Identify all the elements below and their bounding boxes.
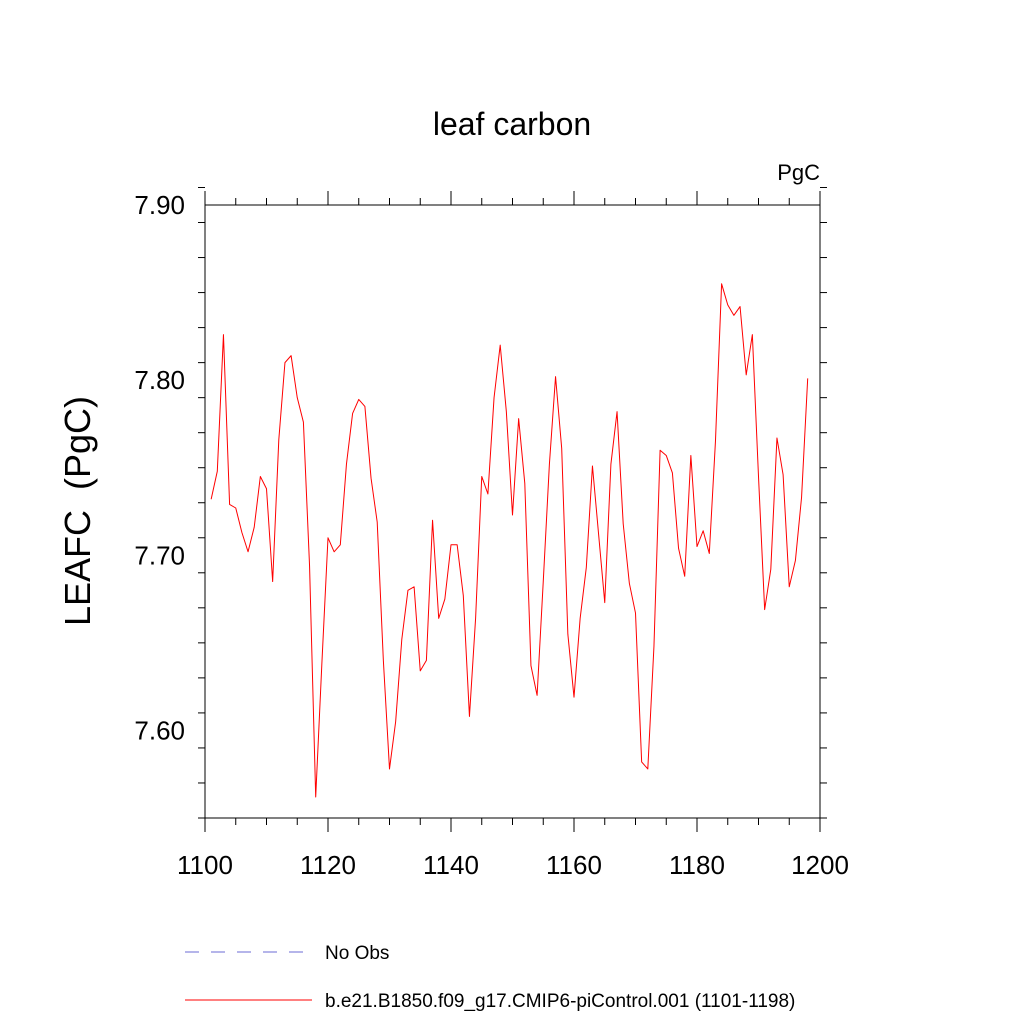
axis-tick-labels: 1100 1120 1140 1160 1180 1200 7.60 7.70 7.80 7.90 <box>134 190 849 880</box>
series-line <box>210 283 809 798</box>
legend-label: No Obs <box>325 943 389 964</box>
units-label: PgC <box>777 160 820 185</box>
y-tick-label: 7.60 <box>134 715 185 745</box>
y-tick-label: 7.80 <box>134 365 185 395</box>
plot-frame <box>204 204 821 819</box>
x-tick-label: 1180 <box>669 850 725 880</box>
series-layer <box>210 283 809 798</box>
x-tick-label: 1140 <box>423 850 479 880</box>
y-axis-title: LEAFC (PgC) <box>57 396 98 626</box>
axis-ticks <box>198 186 827 832</box>
x-tick-label: 1120 <box>300 850 356 880</box>
legend-label: b.e21.B1850.f09_g17.CMIP6-piControl.001 … <box>325 991 795 1012</box>
y-tick-label: 7.90 <box>134 190 185 220</box>
x-tick-label: 1100 <box>177 850 233 880</box>
legend: No Obs b.e21.B1850.f09_g17.CMIP6-piContro… <box>185 943 795 1012</box>
chart-title: leaf carbon <box>433 106 591 142</box>
y-tick-label: 7.70 <box>134 540 185 570</box>
x-tick-label: 1160 <box>546 850 602 880</box>
x-tick-label: 1200 <box>791 850 849 880</box>
